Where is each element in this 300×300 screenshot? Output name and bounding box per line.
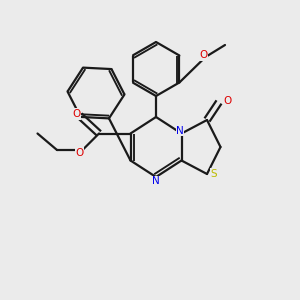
Text: O: O: [72, 109, 81, 119]
Text: O: O: [224, 95, 232, 106]
Text: O: O: [75, 148, 84, 158]
Text: O: O: [199, 50, 207, 61]
Text: N: N: [152, 176, 160, 187]
Text: N: N: [176, 125, 184, 136]
Text: S: S: [210, 169, 217, 179]
